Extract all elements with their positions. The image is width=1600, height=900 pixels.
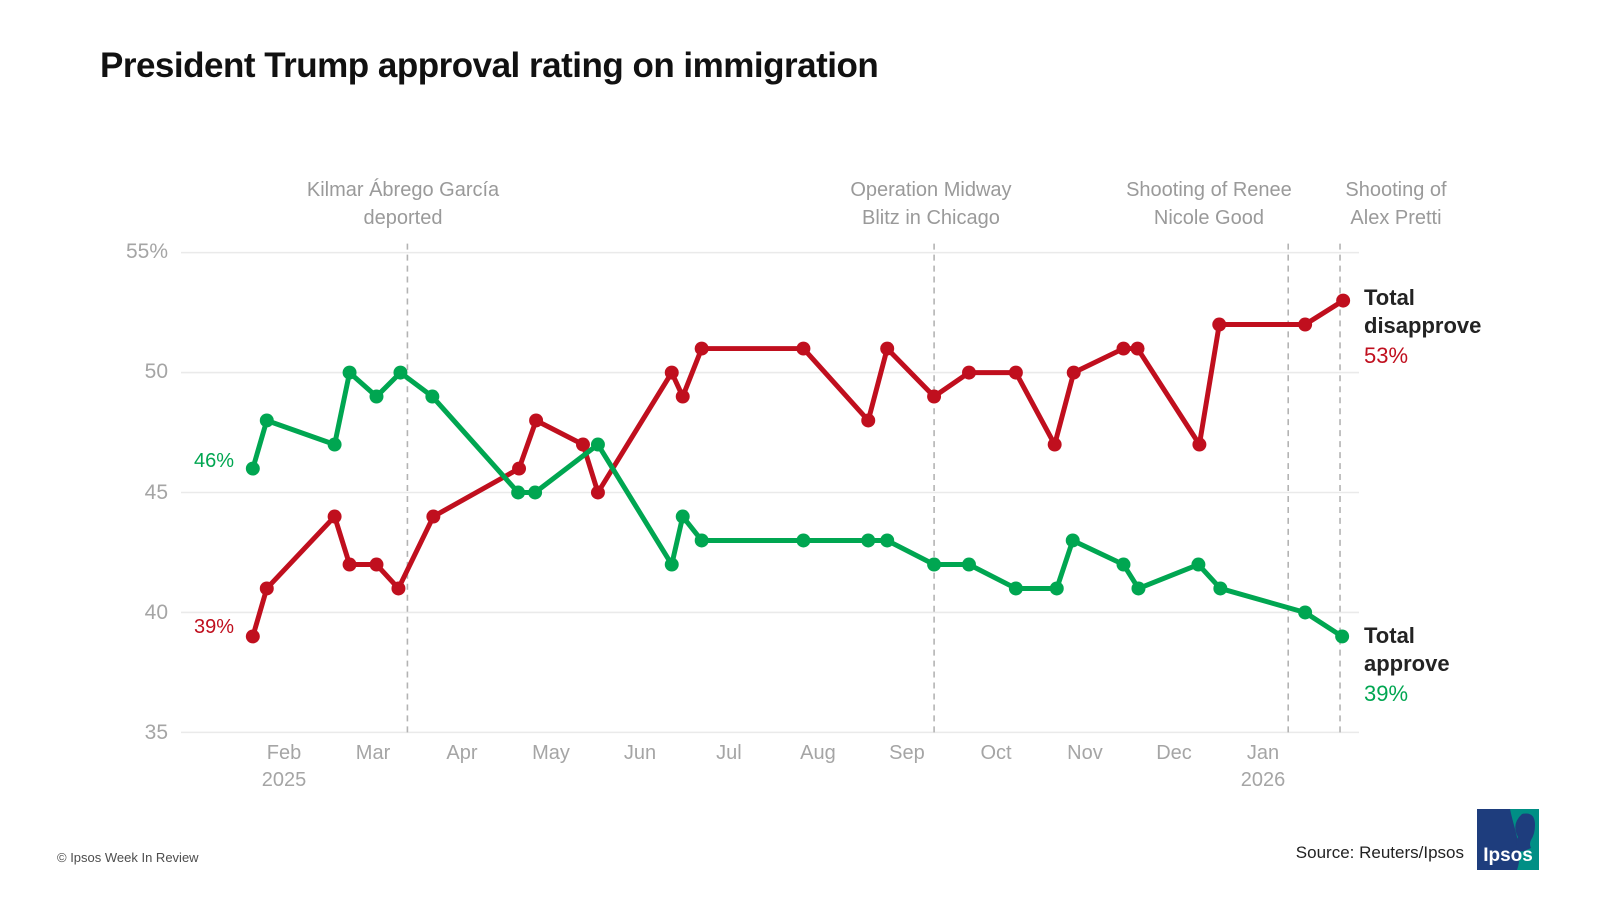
disapprove-point (590, 485, 605, 500)
disapprove-point (1298, 317, 1313, 332)
x-axis-tick-label: Apr (446, 742, 478, 764)
x-axis-tick-label: Jan 2026 (1241, 740, 1286, 794)
disapprove-end-value: 53% (1364, 343, 1409, 368)
approve-point (694, 533, 709, 548)
approve-point (1065, 533, 1080, 548)
ipsos-logo: Ipsos (1477, 809, 1539, 870)
disapprove-point (1192, 437, 1207, 452)
disapprove-point (245, 629, 260, 644)
disapprove-point (675, 389, 690, 404)
event-annotation-text: Operation Midway Blitz in Chicago (850, 179, 1012, 229)
plot-area (181, 243, 1359, 734)
disapprove-point (327, 509, 342, 524)
chart-title: President Trump approval rating on immig… (100, 46, 879, 85)
x-axis-tick-label: Feb 2025 (262, 740, 307, 794)
approve-point (1008, 581, 1023, 596)
approve-point (1191, 557, 1206, 572)
approve-point (1335, 629, 1350, 644)
y-axis-tick-label: 50 (144, 360, 168, 384)
x-axis-year-label: 2026 (1240, 769, 1286, 791)
disapprove-point (861, 413, 876, 428)
approve-point (962, 557, 976, 572)
approve-label-line2: approve (1364, 651, 1450, 676)
disapprove-point (796, 341, 811, 356)
disapprove-point (962, 365, 976, 380)
event-annotation-text: Kilmar Ábrego García deported (306, 179, 500, 229)
x-axis-tick-label: Nov (1067, 742, 1103, 764)
approve-point (796, 533, 811, 548)
disapprove-point (1047, 437, 1062, 452)
approve-start-value-label: 46% (193, 450, 234, 472)
approve-point (1213, 581, 1228, 596)
approve-point (245, 461, 260, 476)
source-text: Source: Reuters/Ipsos (1295, 843, 1464, 862)
x-axis-tick-label: Jun (623, 742, 657, 764)
approve-point (528, 485, 543, 500)
disapprove-start-value-label: 39% (193, 616, 234, 638)
disapprove-point (664, 365, 679, 380)
approve-point (927, 557, 942, 572)
disapprove-point (1130, 341, 1145, 356)
x-axis-tick-label: Oct (980, 742, 1012, 764)
x-axis-tick-label: Aug (800, 742, 836, 764)
approve-point (1131, 581, 1146, 596)
disapprove-point (1336, 293, 1351, 308)
disapprove-label-line1: Total (1364, 285, 1415, 310)
event-annotation-text: Shooting of Alex Pretti (1345, 179, 1447, 229)
disapprove-point (259, 581, 274, 596)
approve-point (880, 533, 895, 548)
disapprove-point (426, 509, 441, 524)
approve-point (1116, 557, 1131, 572)
disapprove-point (1008, 365, 1023, 380)
x-axis-tick-label: Dec (1156, 742, 1192, 764)
disapprove-point (512, 461, 527, 476)
approve-point (1298, 605, 1313, 620)
y-axis-tick-label: 45 (144, 480, 168, 504)
disapprove-line (250, 298, 1346, 639)
disapprove-label-line2: disapprove (1364, 313, 1482, 338)
approve-point (861, 533, 876, 548)
approve-point (664, 557, 679, 572)
disapprove-point (391, 581, 406, 596)
approve-end-value: 39% (1364, 681, 1409, 706)
event-annotation-text: Shooting of Renee Nicole Good (1126, 179, 1292, 229)
x-axis-year-label: 2025 (261, 769, 307, 791)
x-axis-tick-label: Jul (716, 742, 742, 764)
approve-series-label: Total approve 39% (1364, 622, 1450, 708)
disapprove-point (927, 389, 942, 404)
disapprove-point (342, 557, 357, 572)
line-chart (181, 243, 1359, 734)
x-axis-tick-label: Sep (889, 742, 925, 764)
disapprove-point (1212, 317, 1227, 332)
disapprove-point (880, 341, 895, 356)
approve-point (425, 389, 440, 404)
approve-point (393, 365, 408, 380)
approve-point (511, 485, 526, 500)
y-axis-tick-label: 55% (125, 240, 168, 263)
disapprove-point (1066, 365, 1081, 380)
approve-point (369, 389, 384, 404)
x-axis-tick-label: Mar (355, 742, 391, 764)
x-axis-tick-label: May (532, 742, 570, 764)
approve-point (342, 365, 357, 380)
disapprove-point (369, 557, 384, 572)
ipsos-logo-image: Ipsos (1477, 809, 1539, 870)
approve-point (327, 437, 342, 452)
approve-point (675, 509, 690, 524)
disapprove-series-label: Total disapprove 53% (1364, 284, 1481, 370)
approve-point (1049, 581, 1064, 596)
ipsos-logo-text: Ipsos (1483, 845, 1533, 866)
disapprove-point (575, 437, 590, 452)
approve-label-line1: Total (1364, 623, 1415, 648)
approve-point (259, 413, 274, 428)
disapprove-point (694, 341, 709, 356)
disapprove-point (529, 413, 544, 428)
y-axis-tick-label: 35 (144, 721, 168, 744)
y-axis-tick-label: 40 (144, 600, 168, 624)
copyright-text: © Ipsos Week In Review (57, 850, 199, 865)
approve-point (590, 437, 605, 452)
disapprove-point (1116, 341, 1131, 356)
